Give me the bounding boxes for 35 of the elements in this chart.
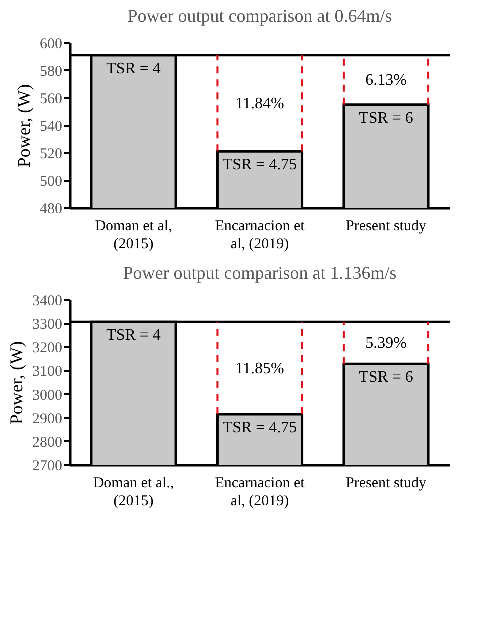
y-tick-label: 480 xyxy=(40,202,62,218)
y-axis-title: Power, (W) xyxy=(6,341,26,425)
annotation: TSR = 6 xyxy=(359,369,414,386)
y-tick-label: 3000 xyxy=(32,388,62,404)
annotation: TSR = 6 xyxy=(359,110,414,127)
annotation: TSR = 4 xyxy=(106,60,161,78)
y-tick-label: 500 xyxy=(40,174,62,190)
annotation: TSR = 4.75 xyxy=(222,156,298,174)
x-tick-label: Doman et al, (2015) xyxy=(95,218,172,252)
y-tick-label: 600 xyxy=(40,36,62,52)
y-tick-label: 540 xyxy=(40,119,62,135)
y-tick-label: 520 xyxy=(40,146,62,162)
y-tick-label: 560 xyxy=(40,92,62,108)
x-tick-label: Doman et al., (2015) xyxy=(93,476,174,510)
y-tick-label: 2800 xyxy=(32,434,62,451)
y-tick-label: 3300 xyxy=(32,317,62,334)
y-tick-label: 3400 xyxy=(32,294,62,310)
x-tick-label: Present study xyxy=(346,218,427,234)
annotation: TSR = 4.75 xyxy=(222,420,298,437)
y-tick-label: 2700 xyxy=(32,458,62,474)
y-tick-label: 3100 xyxy=(32,364,62,380)
x-tick-label: Present study xyxy=(346,476,427,492)
y-tick-label: 3200 xyxy=(32,340,62,357)
annotation: 6.13% xyxy=(366,72,407,90)
annotation: TSR = 4 xyxy=(106,327,161,344)
x-tick-label: Encarnacion et al, (2019) xyxy=(215,218,306,252)
y-tick-label: 580 xyxy=(40,64,62,80)
x-tick-label: Encarnacion et al, (2019) xyxy=(215,476,306,510)
chart-title: Power output comparison at 0.64m/s xyxy=(128,6,392,26)
y-axis-title: Power, (W) xyxy=(14,84,34,168)
chart-title: Power output comparison at 1.136m/s xyxy=(123,263,397,283)
annotation: 11.84% xyxy=(236,96,284,112)
annotation: 11.85% xyxy=(236,360,284,378)
y-tick-label: 2900 xyxy=(32,411,62,428)
annotation: 5.39% xyxy=(366,335,407,352)
